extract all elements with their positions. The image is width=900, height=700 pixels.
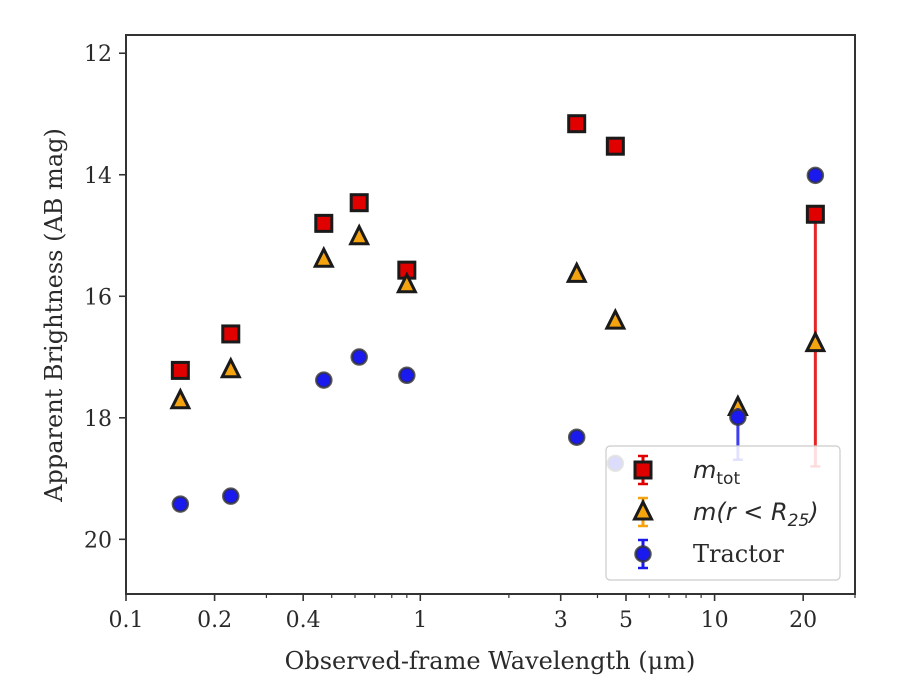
- circle-marker: [567, 428, 586, 446]
- legend-label: Tractor: [693, 540, 784, 568]
- series-layer: [169, 114, 827, 513]
- circle-marker: [350, 348, 368, 366]
- y-tick-label: 16: [84, 285, 112, 310]
- x-tick-label: 10: [701, 608, 729, 633]
- legend-circle-marker: [634, 545, 652, 563]
- legend-label: m(r < R25): [693, 498, 819, 531]
- square-marker: [314, 213, 334, 233]
- y-tick-label: 12: [84, 42, 112, 67]
- triangle-marker: [312, 245, 335, 268]
- legend: mtot m(r < R25) Tractor: [605, 445, 841, 581]
- square-marker: [221, 324, 241, 344]
- legend-label: mtot: [693, 456, 740, 489]
- x-tick-label: 5: [619, 608, 633, 633]
- circle-marker: [315, 371, 333, 389]
- x-axis-title: Observed-frame Wavelength (μm): [285, 647, 696, 675]
- x-tick-label: 0.2: [197, 608, 232, 633]
- circle-marker: [729, 408, 747, 426]
- legend-frame: [605, 445, 841, 581]
- legend-square-marker: [633, 460, 653, 480]
- triangle-marker: [565, 261, 588, 283]
- series-1: [169, 223, 827, 416]
- square-marker: [349, 193, 369, 213]
- y-axis-title: Apparent Brightness (AB mag): [40, 128, 68, 503]
- x-tick-label: 0.4: [286, 608, 321, 633]
- triangle-marker: [804, 330, 827, 353]
- circle-marker: [806, 166, 825, 185]
- triangle-marker: [219, 356, 242, 379]
- axes-ticks: 0.1 0.2 0.4 1 3 5 10 20 12 14 16 18 20: [84, 42, 856, 633]
- square-marker: [170, 360, 190, 380]
- circle-marker: [171, 495, 190, 513]
- triangle-marker: [604, 307, 627, 330]
- square-marker: [805, 204, 825, 224]
- circle-marker: [398, 366, 416, 385]
- square-marker: [567, 114, 587, 134]
- circle-marker: [222, 487, 240, 505]
- triangle-marker: [169, 387, 192, 410]
- x-tick-label: 1: [413, 608, 427, 633]
- triangle-marker: [395, 271, 418, 294]
- y-tick-label: 20: [84, 528, 112, 553]
- legend-triangle-marker: [632, 498, 654, 521]
- triangle-marker: [348, 223, 371, 246]
- series-2: [171, 166, 825, 513]
- square-marker: [605, 136, 625, 156]
- y-tick-label: 14: [84, 164, 112, 189]
- x-tick-label: 0.1: [109, 608, 144, 633]
- y-tick-label: 18: [84, 407, 112, 432]
- x-tick-label: 3: [554, 608, 568, 633]
- x-tick-label: 20: [789, 608, 817, 633]
